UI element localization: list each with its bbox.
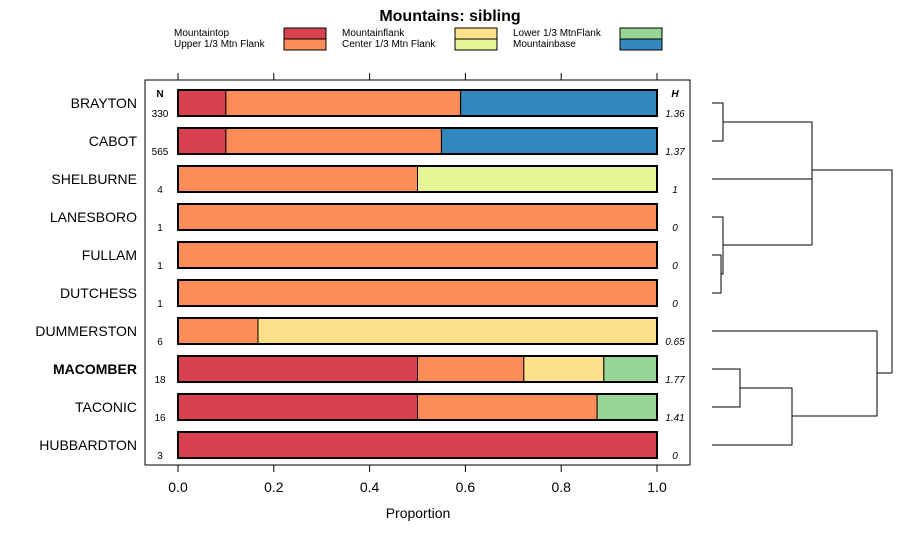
bar-outline <box>177 393 658 421</box>
bar-outline <box>177 317 658 345</box>
n-value: 1 <box>157 223 163 234</box>
x-tick-label: 1.0 <box>647 479 667 495</box>
legend-swatch <box>283 38 327 51</box>
h-value: 1 <box>672 185 678 196</box>
dendro-link-hubbardton-cluster <box>712 387 793 446</box>
n-value: 18 <box>154 375 166 386</box>
n-value: 3 <box>157 451 163 462</box>
row-label: BRAYTON <box>71 95 137 111</box>
bar-segment <box>417 393 598 421</box>
legend-label: Mountaintop <box>174 28 229 39</box>
n-value: 4 <box>157 185 163 196</box>
dendro-link-dummerston-cluster <box>712 330 878 417</box>
dendro-link-brayton-cabot <box>712 102 724 142</box>
row-label: MACOMBER <box>53 361 137 377</box>
n-header: N <box>156 89 163 100</box>
x-tick-label: 0.4 <box>360 479 380 495</box>
row-label: FULLAM <box>82 247 137 263</box>
bar-segment <box>225 127 442 155</box>
bar-segment <box>177 317 259 345</box>
row-label: CABOT <box>89 133 138 149</box>
row-label: TACONIC <box>75 399 137 415</box>
n-value: 16 <box>154 413 166 424</box>
row-label: LANESBORO <box>50 209 137 225</box>
legend-swatch <box>619 27 663 40</box>
bar-segment <box>177 279 658 307</box>
legend-label: Lower 1/3 MtnFlank <box>513 28 602 39</box>
bar-outline <box>177 165 658 193</box>
legend-swatch <box>454 27 498 40</box>
legend-swatch <box>283 27 327 40</box>
bar-outline <box>177 279 658 307</box>
n-value: 330 <box>152 109 169 120</box>
bar-segment <box>523 355 605 383</box>
h-header: H <box>671 89 679 100</box>
legend-label: Center 1/3 Mtn Flank <box>342 39 436 50</box>
bar-segment <box>177 127 227 155</box>
h-value: 0 <box>672 223 678 234</box>
bar-outline <box>177 89 658 117</box>
plot-frame <box>144 79 691 466</box>
x-tick-label: 0.2 <box>264 479 284 495</box>
bars-group <box>177 89 658 459</box>
h-value: 0.65 <box>665 337 685 348</box>
n-value: 1 <box>157 261 163 272</box>
bar-segment <box>177 165 418 193</box>
n-value: 565 <box>152 147 169 158</box>
h-value: 1.41 <box>665 413 684 424</box>
dendro-link-macomber-taconic <box>712 368 741 408</box>
bar-segment <box>177 89 227 117</box>
h-value: 1.37 <box>665 147 685 158</box>
n-value: 6 <box>157 337 163 348</box>
dendro-link-top-cluster <box>723 121 813 212</box>
h-value: 1.36 <box>665 109 685 120</box>
bar-segment <box>596 393 658 421</box>
legend-swatch <box>454 38 498 51</box>
h-value: 0 <box>672 261 678 272</box>
x-tick-label: 0.6 <box>456 479 476 495</box>
x-axis-title: Proportion <box>386 505 451 521</box>
dendro-link-fullam-dutchess <box>712 254 722 294</box>
bar-segment <box>177 203 658 231</box>
legend-label: Mountainflank <box>342 28 405 39</box>
x-tick-label: 0.8 <box>551 479 571 495</box>
dendrogram <box>712 102 893 446</box>
bar-segment <box>257 317 658 345</box>
row-labels: BRAYTON 330 1.36 CABOT 565 1.37 SHELBURNE 4 1 LAN… <box>35 95 685 462</box>
x-axis: 0.0 0.2 0.4 0.6 0.8 1.0 <box>168 73 667 495</box>
dendro-link-root <box>812 169 893 374</box>
h-value: 1.77 <box>665 375 685 386</box>
dendro-link-shelburne-cluster <box>712 178 813 246</box>
bar-segment <box>440 127 658 155</box>
bar-segment <box>225 89 462 117</box>
bar-segment <box>177 241 658 269</box>
bar-outline <box>177 203 658 231</box>
h-value: 0 <box>672 451 678 462</box>
n-value: 1 <box>157 299 163 310</box>
row-label: DUTCHESS <box>60 285 137 301</box>
bar-segment <box>417 355 525 383</box>
bar-segment <box>177 393 418 421</box>
legend-swatch <box>619 38 663 51</box>
chart-title: Mountains: sibling <box>379 8 520 25</box>
bar-outline <box>177 127 658 155</box>
legend-label: Upper 1/3 Mtn Flank <box>174 39 266 50</box>
bar-segment <box>177 355 418 383</box>
x-tick-label: 0.0 <box>168 479 188 495</box>
row-label: HUBBARDTON <box>39 437 137 453</box>
bar-outline <box>177 241 658 269</box>
bar-segment <box>417 165 658 193</box>
bar-outline <box>177 355 658 383</box>
bar-segment <box>177 431 658 459</box>
bar-segment <box>603 355 658 383</box>
row-label: DUMMERSTON <box>35 323 137 339</box>
bar-segment <box>460 89 658 117</box>
legend-label: Mountainbase <box>513 39 576 50</box>
bar-outline <box>177 431 658 459</box>
row-label: SHELBURNE <box>51 171 137 187</box>
h-value: 0 <box>672 299 678 310</box>
